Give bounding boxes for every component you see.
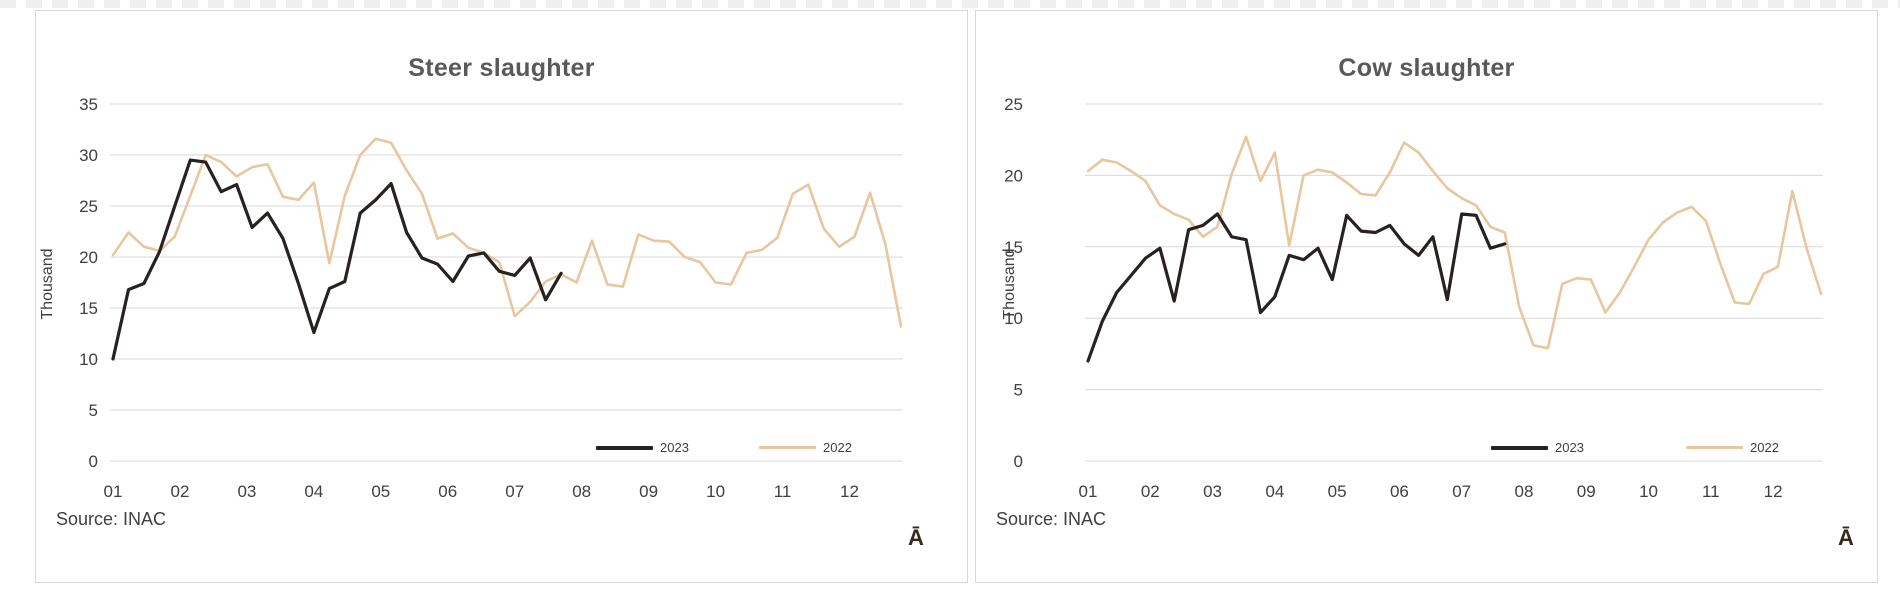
x-tick-label: 09 [639,482,658,501]
legend-label: 2023 [1555,440,1584,455]
y-tick-label: 20 [79,248,98,267]
y-tick-label: 10 [79,350,98,369]
y-tick-label: 20 [1004,166,1023,185]
source-note: Source: INAC [56,509,167,529]
y-tick-label: 25 [79,197,98,216]
chart-legend: 2023 2022 [1491,440,1881,455]
cow-slaughter-chart-panel: Cow slaughter Thousand 0 5 10 15 20 25 01 02 03 0… [975,10,1878,583]
legend-label: 2023 [660,440,689,455]
x-tick-label: 11 [774,482,792,501]
x-tick-label: 01 [104,482,123,501]
x-tick-label: 03 [1203,482,1222,501]
steer-slaughter-chart-panel: Steer slaughter Thousand 0 5 10 15 20 25 30 35 0… [35,10,968,583]
legend-line-sample-2022 [1686,446,1743,449]
legend-item-2023: 2023 [1491,440,1686,455]
source-note: Source: INAC [996,509,1107,529]
corner-logo-mark: Ā [908,525,924,550]
x-tick-label: 03 [237,482,256,501]
cropped-content-artifact [0,0,1900,8]
legend-line-sample-2022 [759,446,816,449]
legend-label: 2022 [1750,440,1779,455]
series-line-2022 [111,137,903,328]
x-tick-label: 07 [1452,482,1471,501]
chart-legend: 2023 2022 [596,440,922,455]
x-tick-label: 06 [438,482,457,501]
y-tick-label: 15 [79,299,98,318]
series-line-2023 [111,158,563,361]
y-tick-label: 5 [1014,381,1023,400]
y-tick-label: 5 [89,401,98,420]
corner-logo-mark: Ā [1838,525,1854,550]
legend-item-2022: 2022 [759,440,922,455]
x-tick-label: 01 [1079,482,1098,501]
x-tick-label: 11 [1702,482,1720,501]
legend-item-2022: 2022 [1686,440,1881,455]
y-tick-label: 30 [79,146,98,165]
legend-line-sample-2023 [596,445,653,450]
y-tick-label: 0 [89,452,98,471]
x-tick-label: 04 [1265,482,1284,501]
x-tick-label: 09 [1577,482,1596,501]
series-line-2022 [1086,135,1823,350]
x-tick-label: 04 [304,482,323,501]
chart-title: Cow slaughter [1338,53,1515,82]
chart-title: Steer slaughter [408,53,595,82]
y-tick-label: 25 [1004,95,1023,114]
x-tick-label: 12 [1764,482,1783,501]
charts-row: Steer slaughter Thousand 0 5 10 15 20 25 30 35 0… [35,10,1878,583]
x-tick-label: 10 [706,482,725,501]
x-tick-label: 08 [1515,482,1534,501]
series-line-2023 [1086,212,1507,363]
y-tick-label: 10 [1004,309,1023,328]
x-tick-label: 07 [505,482,524,501]
y-tick-label: 15 [1004,238,1023,257]
x-tick-label: 08 [572,482,591,501]
legend-item-2023: 2023 [596,440,759,455]
x-tick-label: 10 [1639,482,1658,501]
x-tick-label: 05 [371,482,390,501]
x-tick-label: 06 [1390,482,1409,501]
legend-line-sample-2023 [1491,445,1548,450]
x-tick-label: 05 [1328,482,1347,501]
legend-label: 2022 [823,440,852,455]
y-tick-label: 0 [1014,452,1023,471]
x-tick-label: 02 [170,482,189,501]
x-tick-label: 02 [1141,482,1160,501]
y-tick-label: 35 [79,95,98,114]
x-tick-label: 12 [840,482,859,501]
